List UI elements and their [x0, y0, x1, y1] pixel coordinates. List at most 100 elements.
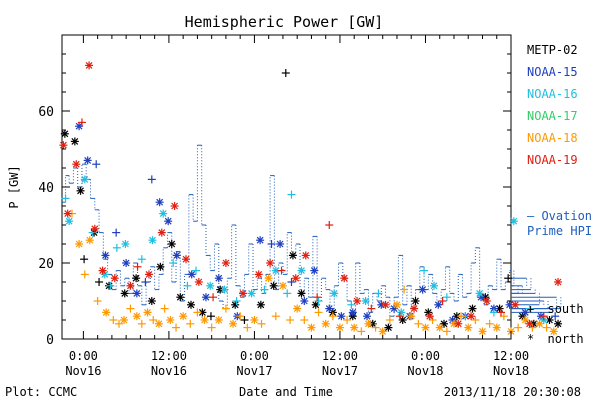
noaa-18-point-north: [102, 308, 111, 317]
noaa-15-point-north: [201, 293, 210, 302]
noaa-19-point-north: [353, 297, 362, 305]
x-tick-date-label: Nov17: [322, 364, 358, 378]
noaa-18-point-south: [236, 312, 245, 321]
noaa-18-point-south: [357, 327, 366, 336]
noaa-16-point-south: [232, 297, 241, 305]
noaa-18-point-north: [350, 323, 359, 332]
legend-item-noaa-15: NOAA-15: [527, 65, 578, 79]
noaa-16-point-south: [61, 194, 70, 203]
y-tick-label: 0: [46, 333, 54, 348]
metp-02-point-north: [186, 300, 195, 309]
noaa-16-point-north: [80, 175, 89, 184]
noaa-16-point-north: [247, 289, 256, 298]
metp-02-point-north: [384, 323, 393, 332]
metp-02-point-north: [411, 297, 420, 305]
noaa-18-point-south: [371, 323, 380, 332]
noaa-19-point-north: [266, 259, 275, 267]
noaa-18-point-north: [478, 327, 487, 336]
noaa-15-point-south: [551, 312, 560, 321]
noaa-18-point-north: [378, 327, 387, 336]
noaa-16-point-south: [137, 255, 146, 264]
metp-02-point-north: [60, 129, 69, 138]
noaa-18-point-south: [514, 323, 523, 332]
noaa-15-point-north: [101, 251, 110, 260]
noaa-19-point-north: [467, 312, 476, 321]
noaa-16-point-north: [509, 217, 518, 226]
metp-02-point-south: [95, 278, 104, 286]
legend-north-label: * north: [527, 332, 584, 346]
noaa-15-point-north: [418, 285, 427, 294]
noaa-18-point-north: [143, 308, 152, 317]
legend-north-symbol: *: [527, 332, 534, 346]
noaa-16-point-north: [148, 236, 157, 245]
noaa-15-point-south: [92, 160, 101, 169]
noaa-15-point-north: [434, 300, 443, 309]
noaa-15-point-south: [267, 240, 276, 248]
noaa-18-point-north: [229, 319, 238, 328]
noaa-19-point-north: [144, 270, 153, 279]
noaa-16-point-south: [106, 281, 115, 290]
satellite-data-points: [59, 61, 563, 336]
noaa-15-point-north: [390, 304, 399, 313]
noaa-18-point-north: [85, 236, 94, 245]
noaa-15-point-north: [122, 259, 131, 267]
noaa-16-point-north: [220, 285, 229, 294]
noaa-15-point-north: [132, 289, 141, 298]
noaa-18-point-south: [457, 312, 466, 321]
noaa-18-point-south: [80, 270, 89, 279]
x-tick-time-label: 0:00: [69, 349, 98, 363]
noaa-18-point-north: [464, 323, 473, 332]
metp-02-point-north: [132, 274, 141, 283]
noaa-16-point-south: [169, 259, 178, 267]
noaa-18-point-south: [271, 312, 280, 321]
metp-02-point-north: [176, 293, 185, 302]
noaa-15-point-south: [112, 228, 121, 237]
noaa-18-point-north: [549, 327, 558, 336]
noaa-18-point-south: [286, 316, 295, 324]
noaa-18-point-south: [149, 316, 158, 324]
noaa-16-point-south: [525, 304, 534, 313]
noaa-19-point-north: [554, 278, 563, 286]
x-tick-time-label: 12:00: [322, 349, 358, 363]
noaa-16-point-south: [283, 289, 292, 298]
metp-02-point-south: [206, 312, 215, 321]
noaa-19-point-north: [291, 274, 300, 283]
noaa-19-point-north: [59, 141, 68, 150]
noaa-15-point-north: [187, 270, 196, 279]
noaa-18-point-north: [132, 312, 141, 321]
x-tick-date-label: Nov18: [493, 364, 529, 378]
noaa-18-point-south: [186, 319, 195, 328]
x-tick-time-label: 0:00: [240, 349, 269, 363]
noaa-18-point-north: [421, 323, 430, 332]
noaa-15-point-north: [214, 274, 223, 283]
noaa-15-point-north: [505, 300, 514, 309]
noaa-18-point-south: [207, 323, 216, 332]
noaa-19-point-north: [410, 304, 419, 313]
noaa-15-point-north: [363, 312, 372, 321]
noaa-18-point-south: [93, 297, 102, 305]
noaa-15-point-north: [348, 308, 357, 317]
noaa-19-point-north: [194, 278, 203, 286]
noaa-19-point-north: [454, 319, 463, 328]
legend-south-label: + south: [527, 302, 584, 316]
noaa-18-point-north: [200, 316, 209, 324]
noaa-15-point-north: [325, 304, 334, 313]
noaa-19-point-north: [126, 281, 135, 290]
noaa-16-point-north: [159, 209, 168, 218]
x-axis: 0:00Nov1612:00Nov160:00Nov1712:00Nov170:…: [65, 35, 529, 378]
noaa-19-point-north: [182, 255, 191, 264]
noaa-16-point-north: [271, 266, 280, 275]
noaa-19-point-south: [395, 312, 404, 321]
noaa-18-point-south: [115, 319, 124, 328]
noaa-19-point-north: [425, 312, 434, 321]
noaa-19-point-north: [90, 224, 99, 233]
legend-south-symbol: +: [527, 302, 534, 316]
noaa-18-point-south: [243, 323, 252, 332]
noaa-16-point-south: [489, 308, 498, 317]
plot-source-label: Plot: CCMC: [5, 385, 77, 399]
noaa-15-point-south: [147, 175, 156, 184]
noaa-18-point-north: [335, 323, 344, 332]
noaa-16-point-south: [374, 289, 383, 298]
noaa-15-point-north: [276, 240, 285, 248]
x-tick-time-label: 12:00: [493, 349, 529, 363]
